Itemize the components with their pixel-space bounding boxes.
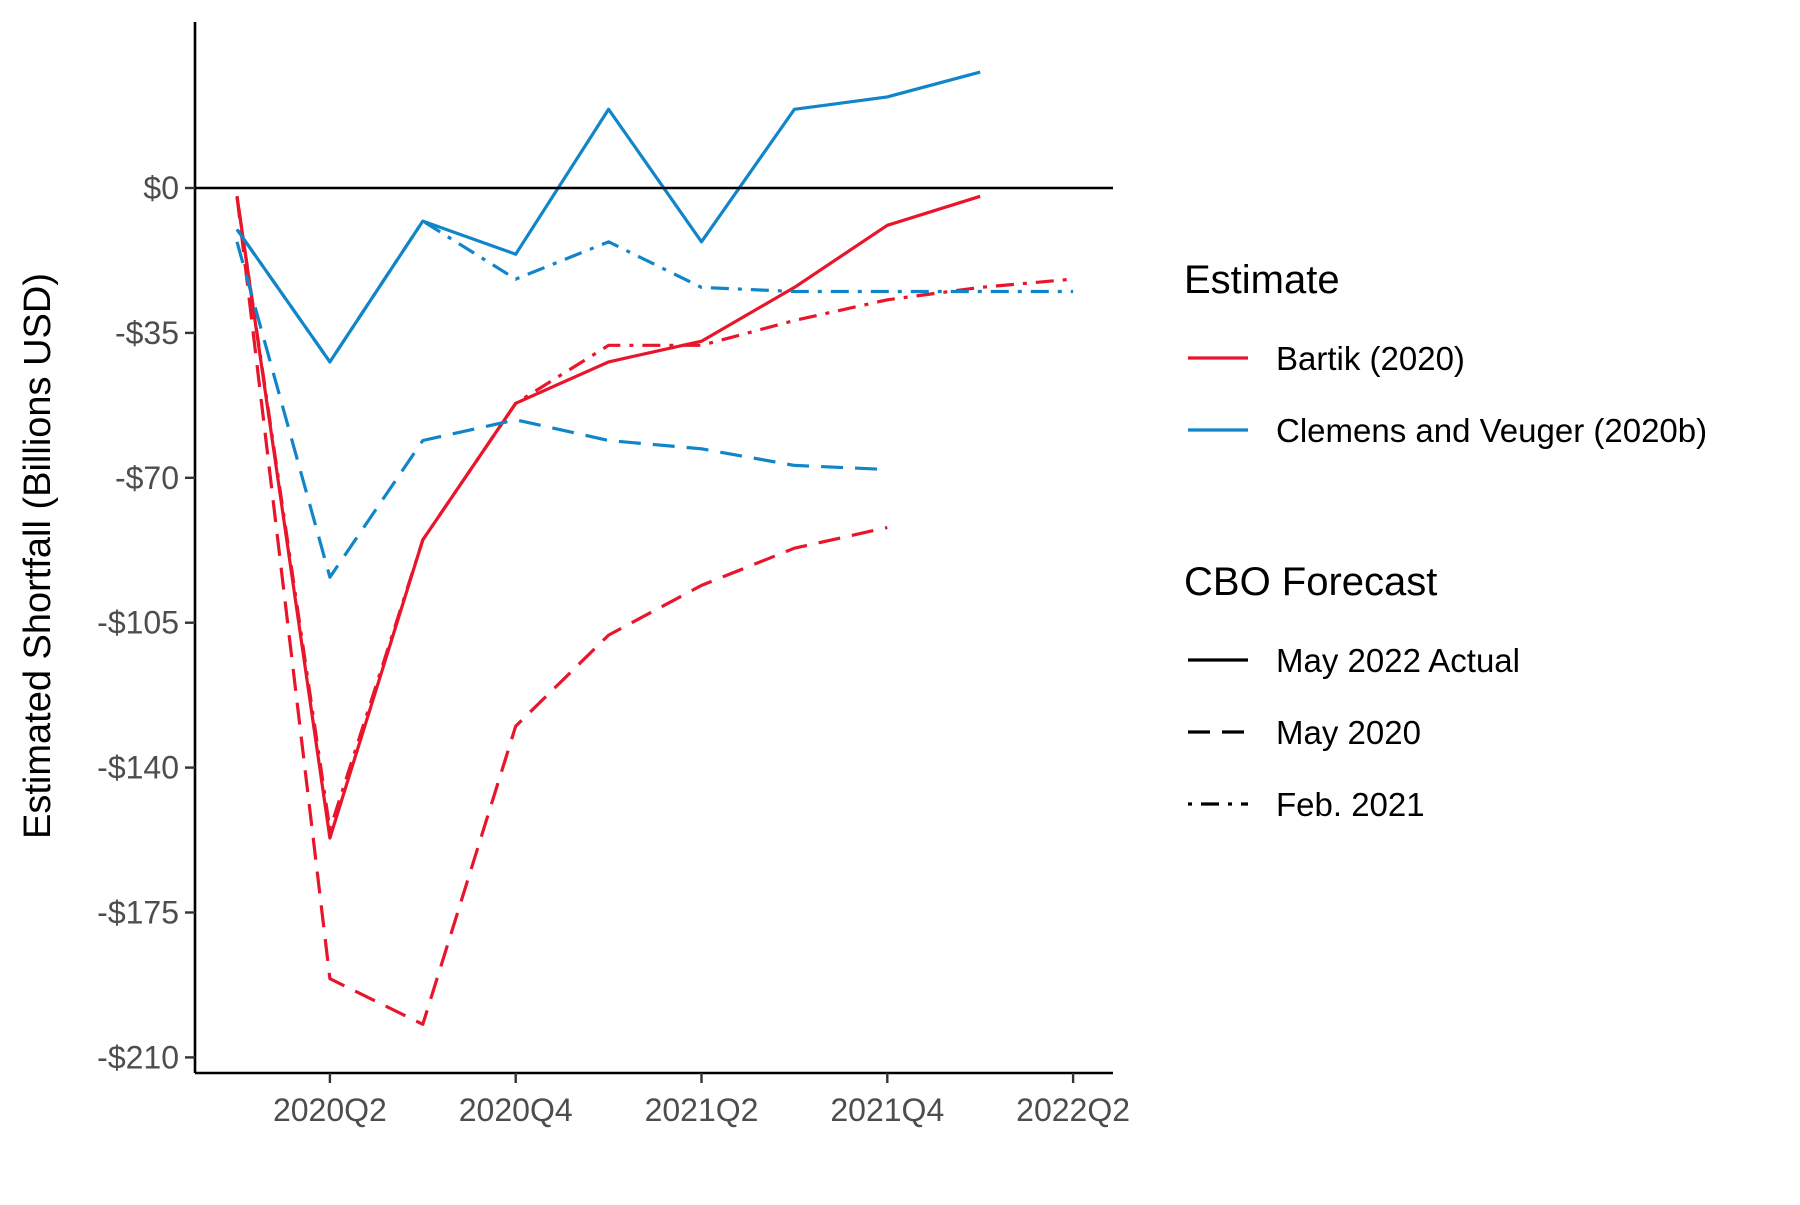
series-line-bartik-2020--may-2020	[235, 196, 888, 1026]
x-axis-ticks: 2020Q2 2020Q4 2021Q2 2021Q4 2022Q2	[273, 1073, 1130, 1128]
x-tick-label: 2021Q2	[645, 1092, 759, 1128]
legend-title-estimate: Estimate	[1184, 258, 1340, 302]
y-tick-label: -$210	[97, 1039, 179, 1075]
series-line-clemens-and-veuger-2020b--may-2022-actual	[235, 70, 981, 364]
legend-title-cbo-forecast: CBO Forecast	[1184, 560, 1437, 604]
y-axis-label: Estimated Shortfall (Billions USD)	[17, 273, 59, 839]
series-line-clemens-and-veuger-2020b--feb-2021	[235, 219, 1074, 364]
y-tick-label: -$35	[115, 315, 179, 351]
legend-label-forecast: May 2022 Actual	[1276, 642, 1520, 679]
series-line-bartik-2020--feb-2021	[235, 196, 1074, 832]
y-tick-label: -$140	[97, 750, 179, 786]
x-tick-label: 2021Q4	[830, 1092, 944, 1128]
legend-label-estimate: Clemens and Veuger (2020b)	[1276, 412, 1707, 449]
y-tick-label: -$70	[115, 460, 179, 496]
legend-label-estimate: Bartik (2020)	[1276, 340, 1465, 377]
x-tick-label: 2022Q2	[1016, 1092, 1130, 1128]
x-tick-label: 2020Q2	[273, 1092, 387, 1128]
legend-label-forecast: Feb. 2021	[1276, 786, 1425, 823]
axes	[193, 22, 1113, 1075]
y-axis-ticks: $0 -$35 -$70 -$105 -$140 -$175 -$210	[97, 170, 195, 1075]
legend: Estimate CBO Forecast Bartik (2020) Cleme…	[1184, 258, 1707, 823]
plot-area	[235, 70, 1074, 1026]
series-line-bartik-2020--may-2022-actual	[235, 194, 981, 840]
legend-label-forecast: May 2020	[1276, 714, 1421, 751]
y-tick-label: $0	[143, 170, 179, 206]
x-tick-label: 2020Q4	[459, 1092, 573, 1128]
y-tick-label: -$105	[97, 605, 179, 641]
series-line-clemens-and-veuger-2020b--may-2020	[235, 241, 888, 579]
y-tick-label: -$175	[97, 895, 179, 931]
